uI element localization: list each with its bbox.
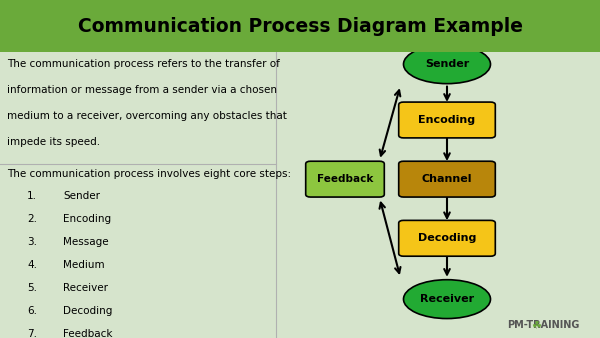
Text: 7.: 7. <box>27 329 37 338</box>
Text: Sender: Sender <box>425 59 469 69</box>
Text: Communication Process Diagram Example: Communication Process Diagram Example <box>77 17 523 36</box>
Text: 5.: 5. <box>27 283 37 293</box>
Text: ☘: ☘ <box>531 320 541 331</box>
Text: Medium: Medium <box>63 260 104 270</box>
Text: medium to a receiver, overcoming any obstacles that: medium to a receiver, overcoming any obs… <box>7 111 287 121</box>
FancyBboxPatch shape <box>306 161 384 197</box>
Text: 3.: 3. <box>27 237 37 247</box>
FancyBboxPatch shape <box>0 0 600 52</box>
Text: PM-TRAINING: PM-TRAINING <box>506 319 579 330</box>
Text: Receiver: Receiver <box>63 283 108 293</box>
Text: 4.: 4. <box>27 260 37 270</box>
Text: Encoding: Encoding <box>418 115 476 125</box>
Text: The communication process involves eight core steps:: The communication process involves eight… <box>7 169 292 179</box>
Text: Decoding: Decoding <box>418 233 476 243</box>
FancyBboxPatch shape <box>398 161 496 197</box>
Text: Encoding: Encoding <box>63 214 111 224</box>
Text: 6.: 6. <box>27 306 37 316</box>
FancyBboxPatch shape <box>398 220 496 256</box>
Text: Message: Message <box>63 237 109 247</box>
Text: Decoding: Decoding <box>63 306 112 316</box>
Text: impede its speed.: impede its speed. <box>7 137 100 147</box>
Text: Sender: Sender <box>63 191 100 201</box>
Text: Feedback: Feedback <box>317 174 373 184</box>
Ellipse shape <box>404 280 491 318</box>
Text: Channel: Channel <box>422 174 472 184</box>
Text: 2.: 2. <box>27 214 37 224</box>
Text: Feedback: Feedback <box>63 329 113 338</box>
Text: 1.: 1. <box>27 191 37 201</box>
Text: information or message from a sender via a chosen: information or message from a sender via… <box>7 85 277 95</box>
Text: Receiver: Receiver <box>420 294 474 304</box>
Ellipse shape <box>404 45 491 83</box>
Text: The communication process refers to the transfer of: The communication process refers to the … <box>7 59 280 69</box>
FancyBboxPatch shape <box>398 102 496 138</box>
